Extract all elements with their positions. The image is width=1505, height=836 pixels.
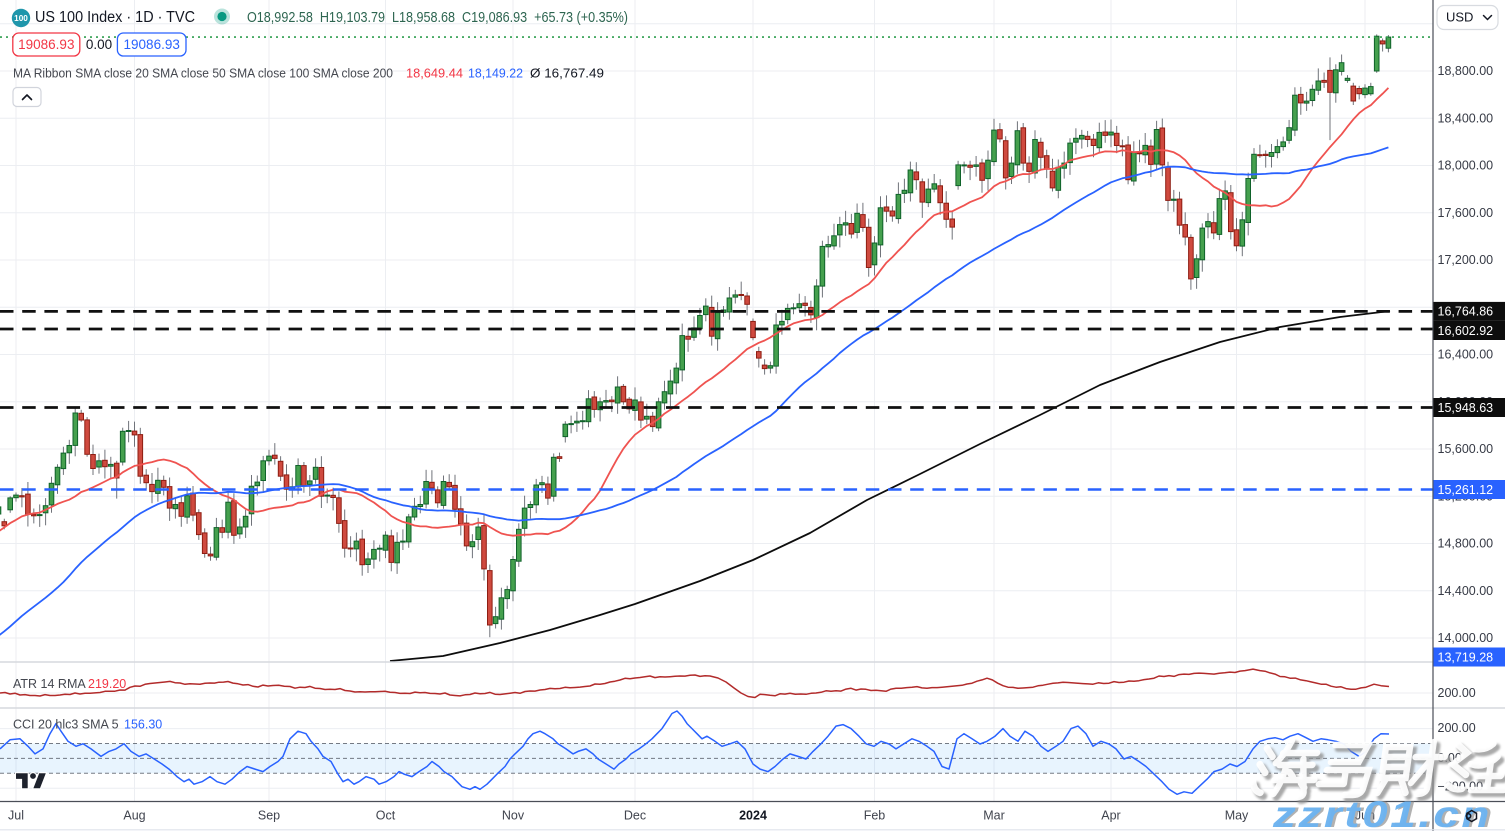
svg-text:Feb: Feb: [864, 809, 886, 823]
svg-text:17,600.00: 17,600.00: [1438, 206, 1494, 220]
svg-text:18,000.00: 18,000.00: [1438, 159, 1494, 173]
svg-text:Oct: Oct: [376, 809, 396, 823]
svg-text:O18,992.58 H19,103.79 L18,95: O18,992.58 H19,103.79 L18,958.68 C19,086…: [247, 10, 628, 26]
svg-text:Ø 16,767.49: Ø 16,767.49: [530, 66, 604, 81]
svg-text:15,948.63: 15,948.63: [1438, 401, 1494, 415]
svg-text:19086.93: 19086.93: [18, 37, 74, 52]
svg-text:USD: USD: [1446, 10, 1473, 25]
svg-text:Jul: Jul: [8, 809, 24, 823]
svg-text:Mar: Mar: [983, 809, 1005, 823]
svg-text:Aug: Aug: [123, 809, 145, 823]
svg-text:19086.93: 19086.93: [124, 37, 180, 52]
svg-text:14,000.00: 14,000.00: [1438, 631, 1494, 645]
svg-text:200.00: 200.00: [1438, 686, 1476, 700]
svg-text:18,800.00: 18,800.00: [1438, 64, 1494, 78]
svg-text:13,719.28: 13,719.28: [1438, 650, 1494, 664]
svg-text:14,800.00: 14,800.00: [1438, 537, 1494, 551]
svg-text:219.20: 219.20: [88, 677, 126, 691]
svg-text:18,149.22: 18,149.22: [468, 66, 523, 81]
svg-text:200.00: 200.00: [1438, 721, 1476, 735]
svg-text:17,200.00: 17,200.00: [1438, 253, 1494, 267]
svg-text:Dec: Dec: [624, 809, 646, 823]
svg-text:Nov: Nov: [502, 809, 525, 823]
svg-text:14,400.00: 14,400.00: [1438, 584, 1494, 598]
svg-text:May: May: [1225, 809, 1249, 823]
svg-text:zzrt01.cn: zzrt01.cn: [1272, 794, 1492, 831]
svg-text:100: 100: [14, 14, 28, 23]
svg-text:16,602.92: 16,602.92: [1438, 324, 1494, 338]
svg-text:16,400.00: 16,400.00: [1438, 348, 1494, 362]
svg-text:CCI 20 hlc3 SMA 5: CCI 20 hlc3 SMA 5: [13, 718, 119, 732]
svg-text:156.30: 156.30: [124, 718, 162, 732]
svg-text:16,764.86: 16,764.86: [1438, 305, 1494, 319]
svg-text:2024: 2024: [739, 809, 767, 823]
svg-text:0.00: 0.00: [86, 37, 112, 52]
svg-text:Sep: Sep: [258, 809, 280, 823]
svg-text:ATR 14 RMA: ATR 14 RMA: [13, 677, 86, 691]
svg-text:15,261.12: 15,261.12: [1438, 483, 1494, 497]
svg-text:US 100 Index · 1D · TVC: US 100 Index · 1D · TVC: [35, 9, 195, 26]
svg-text:MA Ribbon SMA close 20 SMA clo: MA Ribbon SMA close 20 SMA close 50 SMA …: [13, 66, 393, 81]
svg-text:18,400.00: 18,400.00: [1438, 111, 1494, 125]
svg-text:18,649.44: 18,649.44: [406, 66, 463, 81]
svg-text:Apr: Apr: [1101, 809, 1120, 823]
svg-text:15,600.00: 15,600.00: [1438, 442, 1494, 456]
